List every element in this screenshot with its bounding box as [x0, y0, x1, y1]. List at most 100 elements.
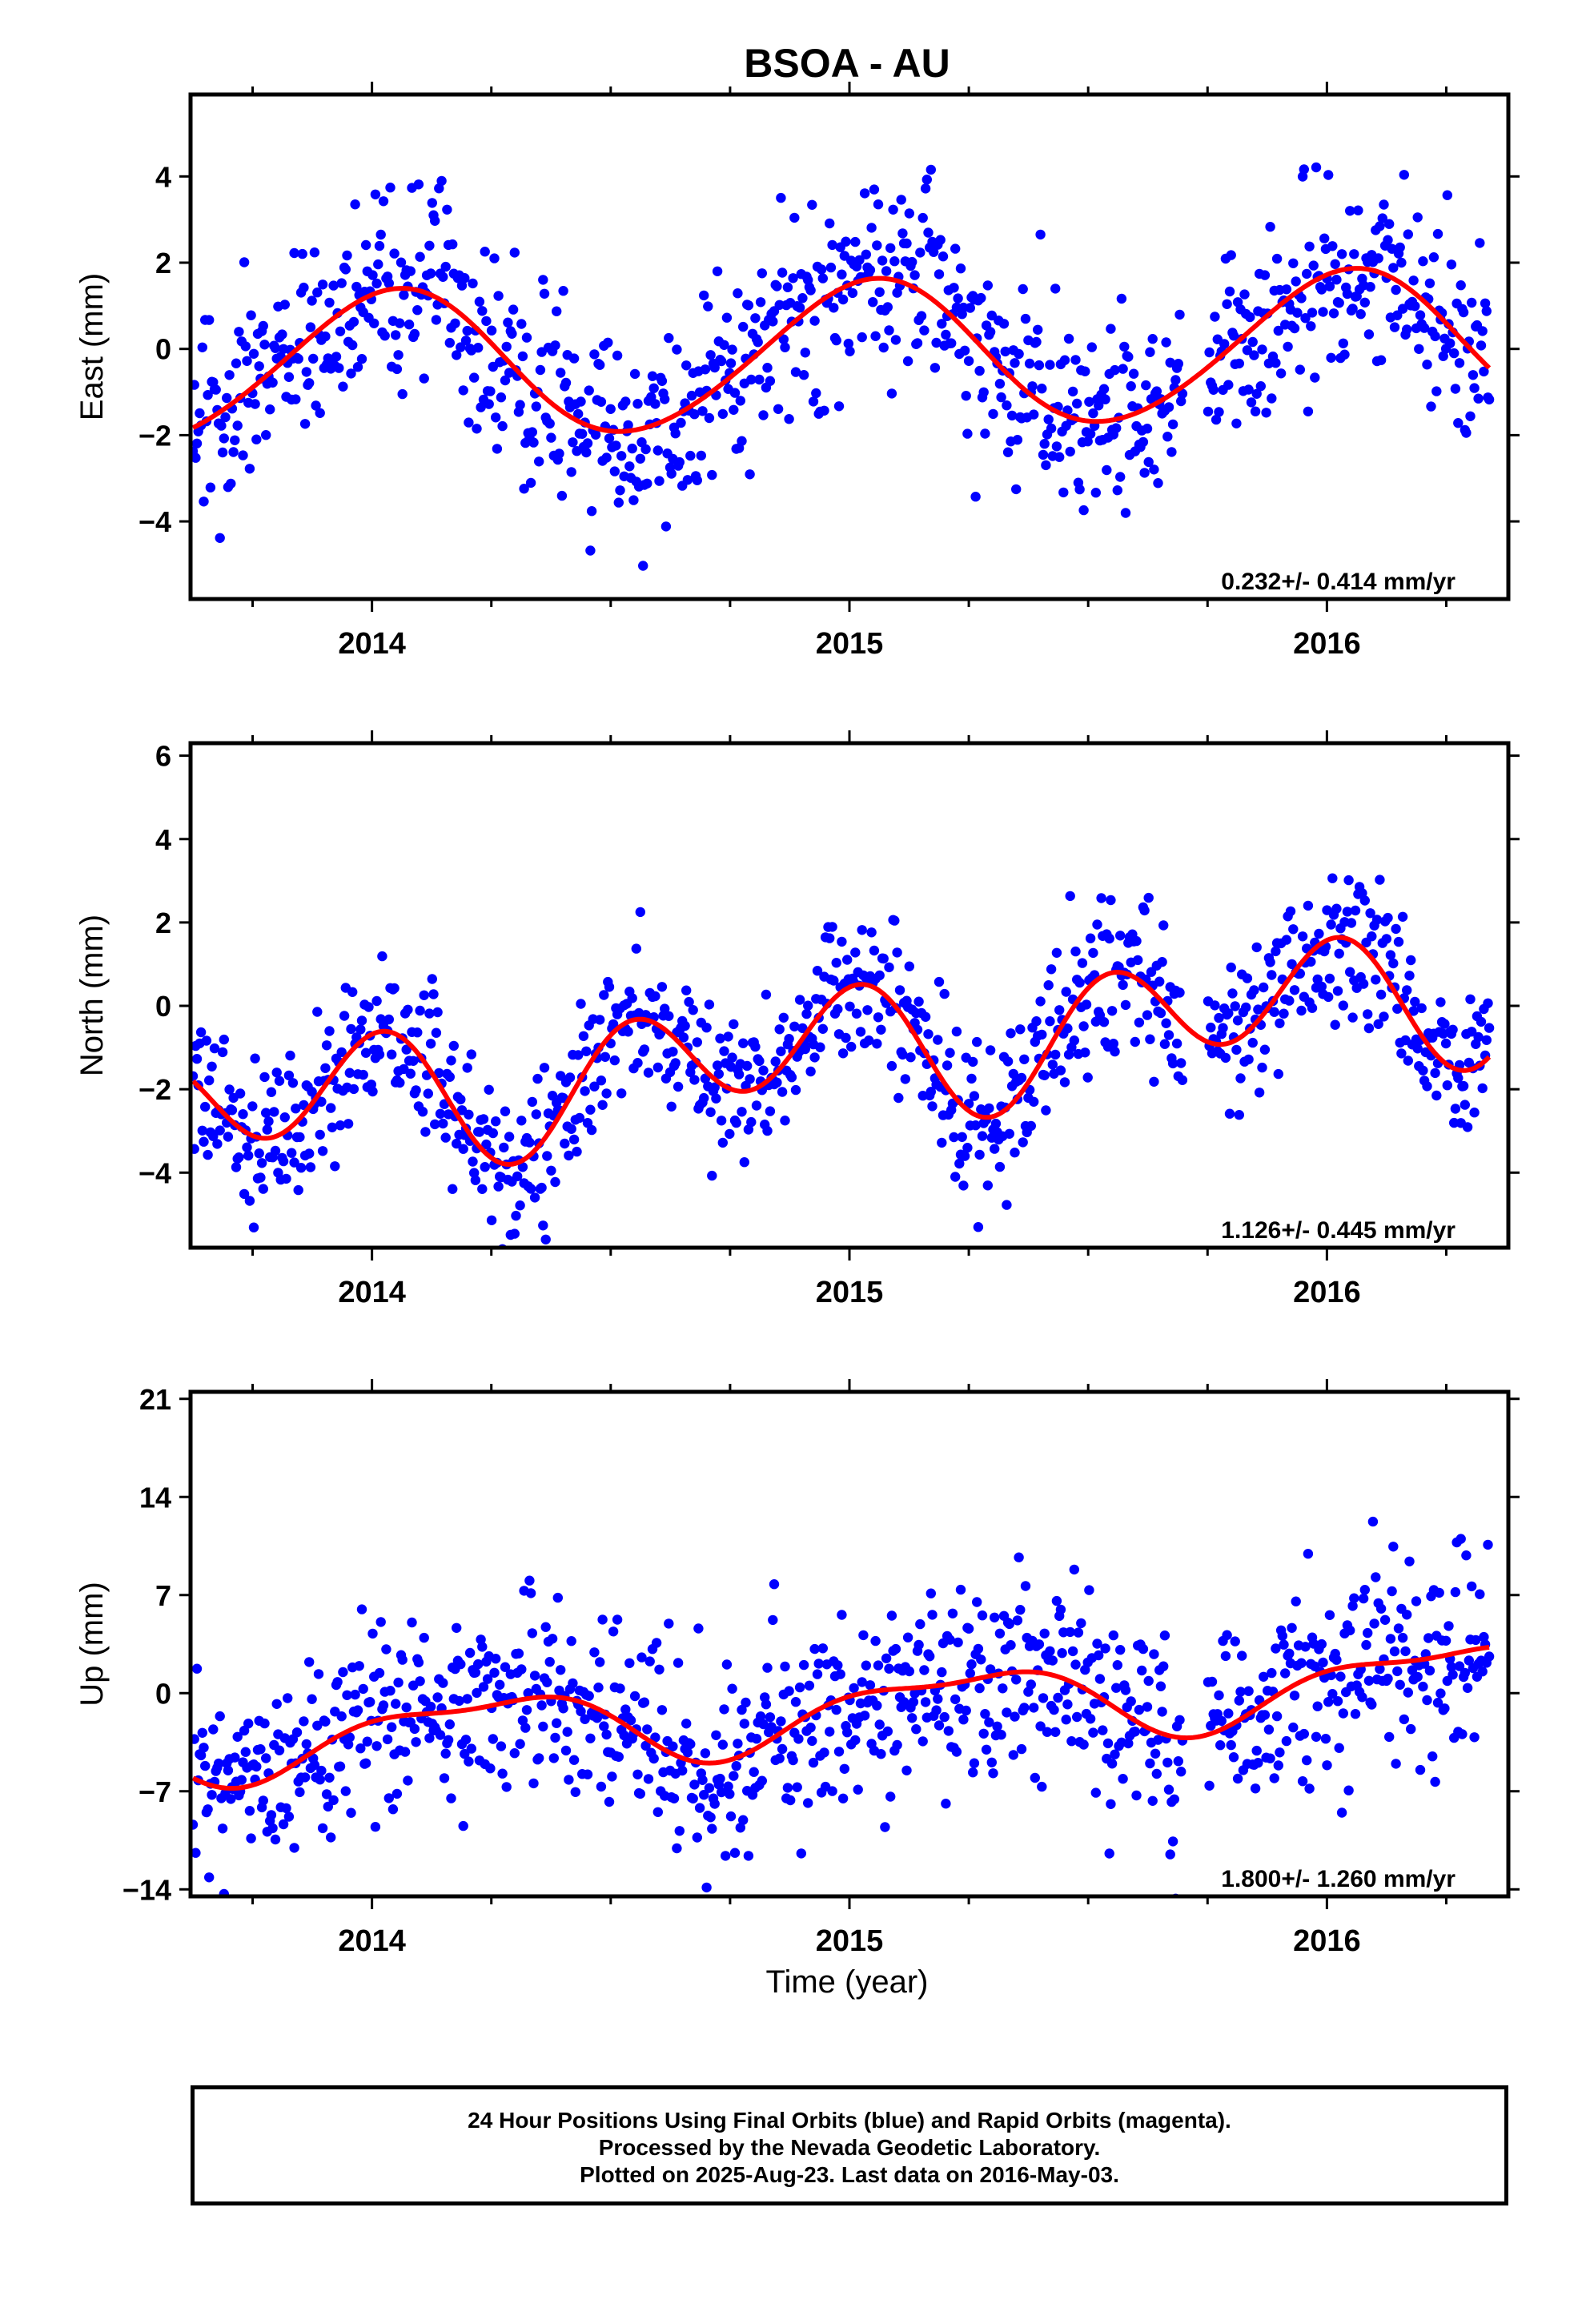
data-point: [226, 478, 236, 489]
data-point: [812, 966, 823, 976]
data-point: [324, 1772, 335, 1783]
data-point: [407, 1617, 417, 1628]
data-point: [892, 1739, 902, 1751]
data-point: [1306, 321, 1316, 332]
data-point: [1102, 1738, 1114, 1749]
data-point: [1139, 468, 1150, 478]
data-point: [262, 1124, 272, 1135]
data-point: [1288, 924, 1299, 935]
data-point: [1051, 947, 1062, 959]
data-point: [231, 1162, 242, 1172]
data-point: [1210, 1000, 1220, 1011]
data-point: [1297, 931, 1308, 942]
data-point: [966, 1659, 977, 1670]
data-point: [1363, 1675, 1375, 1686]
data-point: [745, 469, 755, 480]
data-point: [1088, 1727, 1098, 1738]
data-point: [959, 1151, 970, 1161]
data-point: [923, 1029, 934, 1039]
data-point: [1423, 1633, 1434, 1643]
data-point: [1338, 1708, 1349, 1719]
data-point: [256, 1158, 267, 1168]
data-point: [1084, 1585, 1094, 1595]
data-point: [1162, 432, 1173, 442]
data-point: [723, 1031, 733, 1042]
data-point: [266, 1810, 277, 1820]
data-point: [370, 1822, 381, 1832]
data-point: [966, 1073, 977, 1084]
data-point: [1318, 307, 1328, 317]
data-point: [719, 1046, 729, 1056]
data-point: [572, 1146, 582, 1157]
data-point: [1247, 336, 1258, 348]
data-point: [258, 320, 268, 332]
data-point: [650, 1732, 661, 1743]
data-point: [1403, 1687, 1414, 1698]
data-point: [374, 240, 385, 251]
data-point: [1296, 1005, 1307, 1016]
data-point: [307, 1694, 317, 1704]
data-point: [244, 464, 255, 474]
data-point: [1015, 1024, 1026, 1035]
data-point: [1342, 288, 1353, 300]
data-point: [219, 433, 229, 444]
data-point: [711, 1730, 721, 1740]
data-point: [908, 1697, 919, 1707]
data-point: [596, 1076, 607, 1086]
data-point: [1085, 933, 1096, 943]
data-point: [540, 1622, 551, 1632]
data-point: [1016, 1743, 1027, 1755]
data-point: [472, 424, 482, 434]
data-point: [1296, 293, 1307, 304]
data-point: [235, 1088, 246, 1099]
data-point: [1388, 263, 1399, 273]
data-point: [247, 1101, 258, 1112]
data-point: [945, 1047, 955, 1058]
data-point: [886, 1060, 897, 1072]
data-point: [623, 420, 633, 431]
data-point: [1347, 1601, 1358, 1611]
data-point: [741, 1697, 751, 1708]
data-point: [1430, 1776, 1440, 1787]
data-point: [977, 1131, 988, 1141]
data-point: [1019, 1054, 1030, 1065]
data-point: [950, 1694, 961, 1705]
data-point: [969, 1758, 980, 1768]
data-point: [1111, 423, 1122, 433]
data-point: [859, 1711, 870, 1721]
data-point: [805, 285, 816, 296]
data-point: [464, 1756, 474, 1767]
data-point: [1084, 396, 1094, 407]
data-point: [486, 325, 497, 336]
data-point: [367, 1086, 378, 1097]
data-point: [837, 936, 847, 947]
y-axis-label: East (mm): [74, 273, 110, 420]
data-point: [1319, 233, 1330, 243]
data-point: [1259, 1710, 1271, 1720]
data-point: [1359, 297, 1371, 308]
data-point: [1242, 973, 1253, 983]
data-point: [842, 955, 853, 965]
data-point: [1176, 1058, 1186, 1068]
data-point: [652, 1062, 663, 1073]
data-point: [1327, 873, 1338, 883]
data-point: [1157, 957, 1167, 967]
data-points-up: [191, 1516, 1495, 1896]
data-point: [387, 1722, 397, 1732]
data-point: [689, 409, 700, 420]
data-point: [1002, 400, 1012, 411]
data-point: [1257, 344, 1267, 355]
data-point: [1456, 280, 1466, 291]
data-point: [1369, 1618, 1379, 1629]
data-point: [751, 1100, 762, 1111]
data-point: [854, 255, 865, 265]
data-point: [409, 328, 420, 340]
data-point: [254, 1148, 264, 1159]
data-point: [1281, 284, 1292, 295]
data-point: [1477, 326, 1488, 336]
data-point: [762, 363, 773, 373]
data-point: [1119, 341, 1130, 352]
data-point: [1300, 313, 1311, 324]
data-point: [1054, 452, 1065, 462]
data-point: [1167, 1058, 1178, 1069]
